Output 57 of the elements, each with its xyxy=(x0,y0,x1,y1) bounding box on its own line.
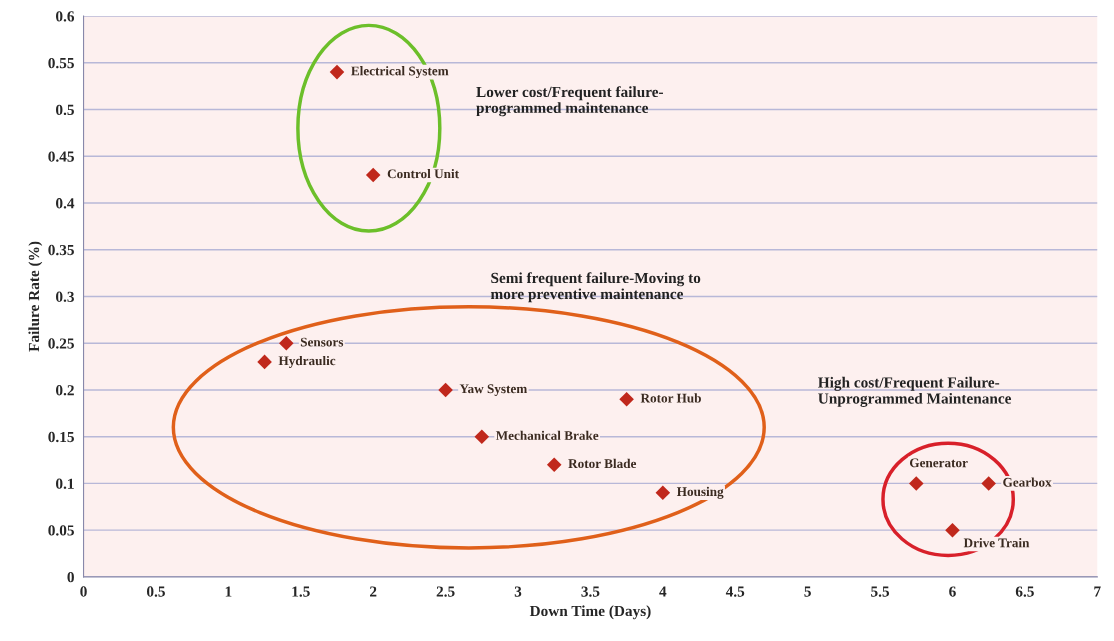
annotation: Gearbox xyxy=(1003,477,1052,487)
x-tick-label: 3.5 xyxy=(581,586,600,597)
x-tick-label: 6 xyxy=(949,586,956,597)
y-tick-label: 0.55 xyxy=(48,57,74,69)
annotation: Sensors xyxy=(300,337,344,347)
x-tick-label: 3 xyxy=(514,586,522,597)
y-tick-label: 0.1 xyxy=(56,478,74,489)
point xyxy=(257,354,272,370)
point xyxy=(908,476,924,491)
y-tick-label: 0.05 xyxy=(48,525,74,536)
y-tick-label: 0.25 xyxy=(48,338,74,349)
point xyxy=(474,429,490,444)
annotation: High cost/Frequent Failure- Unprogrammed Maintenance xyxy=(818,376,1012,407)
y-tick-label: 0 xyxy=(67,572,74,583)
x-tick-label: 0.5 xyxy=(146,586,165,597)
x-tick-label: 4 xyxy=(659,586,667,597)
x-tick-label: 2.5 xyxy=(436,586,455,597)
y-tick-label: 0.5 xyxy=(56,104,74,116)
point xyxy=(981,476,996,491)
annotation: Drive Train xyxy=(963,538,1030,548)
annotation: Mechanical Brake xyxy=(495,430,599,440)
point xyxy=(619,392,634,407)
x-tick-label: 5 xyxy=(804,586,811,597)
y-tick-label: 0.2 xyxy=(56,385,74,396)
point xyxy=(655,485,671,501)
annotation: Housing xyxy=(676,486,724,499)
annotation: Control Unit xyxy=(387,168,459,179)
annotation: Rotor Blade xyxy=(568,458,637,469)
x-axis-title: Down Time (Days) xyxy=(529,605,651,620)
x-tick-label: 2 xyxy=(370,586,377,597)
point xyxy=(945,522,960,538)
x-tick-label: 4.5 xyxy=(725,586,745,597)
annotation: Yaw System xyxy=(459,384,528,396)
annotation: Lower cost/Frequent failure- programmed maintenance xyxy=(476,86,664,117)
y-tick-label: 0.6 xyxy=(56,11,75,22)
y-tick-label: 0.4 xyxy=(56,198,75,209)
x-tick-label: 1 xyxy=(225,586,232,597)
y-tick-label: 0.45 xyxy=(48,151,74,162)
x-tick-label: 7 xyxy=(1094,586,1101,597)
point xyxy=(329,64,345,80)
x-tick-label: 1.5 xyxy=(292,586,310,597)
y-tick-label: 0.35 xyxy=(48,244,74,256)
x-tick-label: 6.5 xyxy=(1015,586,1034,597)
y-tick-label: 0.3 xyxy=(56,291,74,302)
annotation: Electrical System xyxy=(351,66,449,79)
x-tick-label: 0 xyxy=(80,586,87,597)
point xyxy=(365,167,381,183)
point xyxy=(438,382,453,398)
annotation: Semi frequent failure-Moving to more preventive maintenance xyxy=(490,272,701,303)
y-axis-title: Failure Rate (%) xyxy=(28,241,43,352)
point xyxy=(279,335,294,351)
x-tick-label: 5.5 xyxy=(871,586,890,597)
point xyxy=(546,457,562,473)
annotation: Generator xyxy=(909,458,968,468)
annotation: Rotor Hub xyxy=(640,393,701,403)
y-tick-label: 0.15 xyxy=(48,431,74,443)
annotation: Hydraulic xyxy=(278,355,336,368)
